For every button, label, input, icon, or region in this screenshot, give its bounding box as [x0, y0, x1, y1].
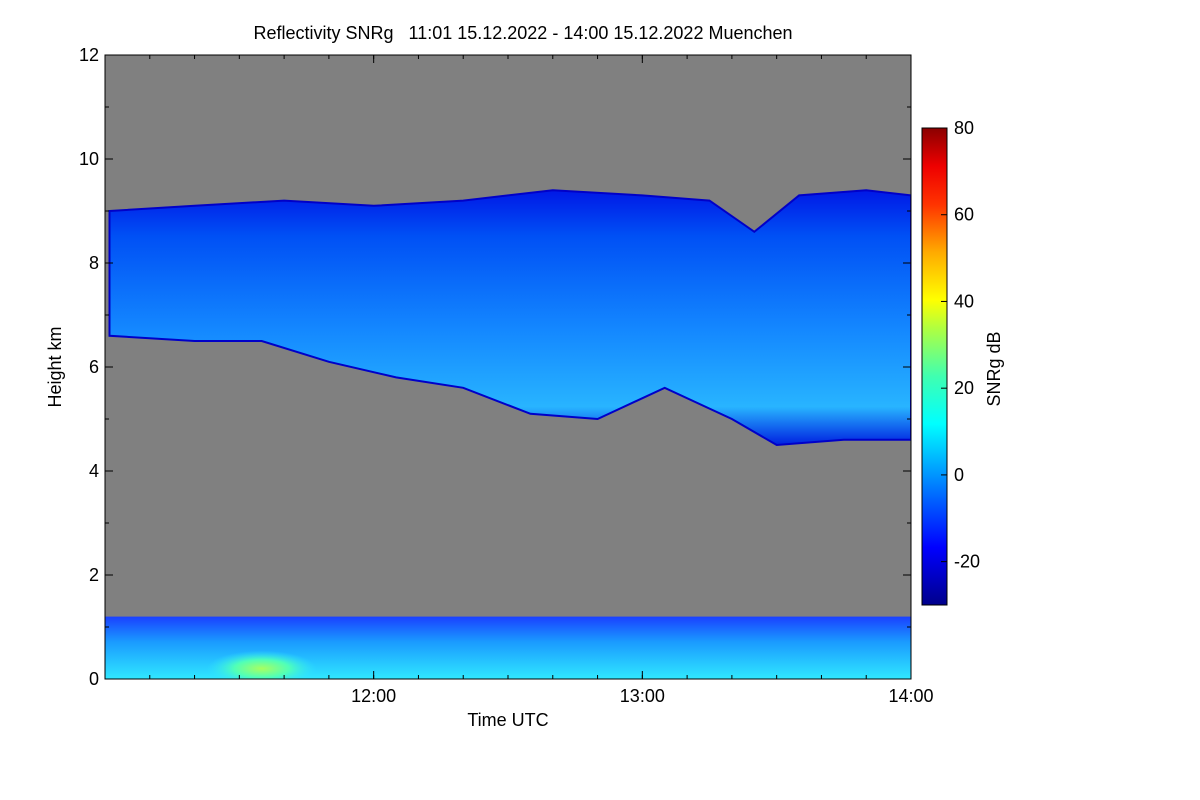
- boundary-layer-peak: [206, 650, 317, 679]
- y-tick-label: 12: [79, 45, 99, 65]
- cloud-layer-edge: [108, 189, 911, 447]
- chart-title: Reflectivity SNRg 11:01 15.12.2022 - 14:…: [253, 23, 792, 43]
- y-tick-label: 8: [89, 253, 99, 273]
- cloud-layer: [109, 190, 911, 445]
- colorbar: -20 0 20 40 60 80 SNRg dB: [921, 118, 1004, 606]
- plot-area: 0 2 4 6 8 10 12 12:00 13:00 14:00: [79, 45, 934, 706]
- colorbar-tick-label: 20: [954, 378, 974, 398]
- y-tick-label: 4: [89, 461, 99, 481]
- x-axis-ticks: 12:00 13:00 14:00: [104, 55, 934, 706]
- y-tick-label: 0: [89, 669, 99, 689]
- colorbar-tick-label: 80: [954, 118, 974, 138]
- x-tick-label: 12:00: [351, 686, 396, 706]
- x-tick-label: 14:00: [888, 686, 933, 706]
- colorbar-tick-label: 40: [954, 291, 974, 311]
- colorbar-gradient: [921, 127, 948, 606]
- colorbar-tick-label: 0: [954, 465, 964, 485]
- y-tick-label: 10: [79, 149, 99, 169]
- colorbar-label: SNRg dB: [984, 331, 1004, 406]
- y-axis-label: Height km: [45, 326, 65, 407]
- y-tick-label: 6: [89, 357, 99, 377]
- y-axis-ticks: 0 2 4 6 8 10 12: [79, 45, 911, 689]
- colorbar-tick-label: -20: [954, 552, 980, 572]
- y-tick-label: 2: [89, 565, 99, 585]
- colorbar-tick-label: 60: [954, 205, 974, 225]
- colorbar-ticks: -20 0 20 40 60 80: [941, 118, 980, 572]
- x-tick-label: 13:00: [620, 686, 665, 706]
- x-axis-label: Time UTC: [467, 710, 548, 730]
